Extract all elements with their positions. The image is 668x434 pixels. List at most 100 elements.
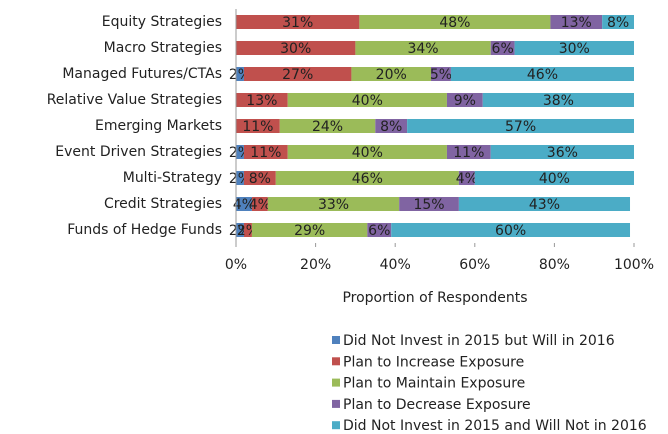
- bar-segment: [243, 223, 252, 237]
- data-label: 48%: [439, 15, 470, 31]
- category-label: Relative Value Strategies: [47, 92, 222, 108]
- legend-label: Plan to Decrease Exposure: [343, 397, 531, 413]
- legend-swatch: [332, 421, 340, 430]
- bar-segment: [236, 15, 360, 29]
- category-label: Equity Strategies: [102, 14, 222, 30]
- data-label: 30%: [280, 41, 311, 57]
- bar-segment: [287, 93, 447, 107]
- x-tick-label: 80%: [539, 257, 570, 273]
- data-label: 13%: [561, 15, 592, 31]
- x-tick-label: 60%: [459, 257, 490, 273]
- category-label: Managed Futures/CTAs: [62, 66, 222, 82]
- data-label: 46%: [352, 171, 383, 187]
- data-label: 9%: [454, 93, 476, 109]
- data-label: 4%: [456, 171, 478, 187]
- data-label: 27%: [282, 67, 313, 83]
- category-label: Event Driven Strategies: [55, 144, 222, 160]
- legend-label: Did Not Invest in 2015 but Will in 2016: [343, 333, 615, 349]
- bar-segment: [243, 67, 352, 81]
- data-label: 43%: [529, 197, 560, 213]
- bar-segment: [450, 67, 634, 81]
- data-label: 11%: [453, 145, 484, 161]
- category-label: Credit Strategies: [104, 196, 222, 212]
- bar-segment: [550, 15, 603, 29]
- data-label: 40%: [352, 145, 383, 161]
- x-axis-title: Proportion of Respondents: [342, 290, 527, 306]
- data-label: 30%: [559, 41, 590, 57]
- bar-segment: [490, 145, 634, 159]
- x-tick-label: 20%: [300, 257, 331, 273]
- data-label: 13%: [246, 93, 277, 109]
- data-label: 8%: [607, 15, 629, 31]
- bar-segment: [490, 41, 515, 55]
- data-label: 31%: [282, 15, 313, 31]
- data-label: 15%: [413, 197, 444, 213]
- data-label: 46%: [527, 67, 558, 83]
- data-label: 6%: [368, 223, 390, 239]
- data-label: 57%: [505, 119, 536, 135]
- bar-segment: [243, 145, 288, 159]
- data-label: 20%: [376, 67, 407, 83]
- data-label: 24%: [312, 119, 343, 135]
- legend-swatch: [332, 399, 340, 408]
- bar-segment: [279, 119, 376, 133]
- data-label: 4%: [233, 197, 255, 213]
- bar-segment: [236, 41, 356, 55]
- bar-segment: [243, 171, 276, 185]
- bar-segment: [236, 145, 244, 159]
- bar-segment: [458, 197, 631, 211]
- bar-segment: [431, 67, 451, 81]
- bar-segment: [602, 15, 634, 29]
- data-label: 11%: [250, 145, 281, 161]
- legend-swatch: [332, 336, 340, 344]
- data-label: 4%: [249, 197, 271, 213]
- bar-segment: [236, 93, 288, 107]
- data-label: 40%: [539, 171, 570, 187]
- data-label: 11%: [242, 119, 273, 135]
- category-label: Multi-Strategy: [123, 170, 222, 186]
- bar-segment: [251, 223, 368, 237]
- bar-segment: [514, 41, 634, 55]
- legend-label: Plan to Maintain Exposure: [343, 376, 525, 392]
- data-label: 36%: [547, 145, 578, 161]
- category-label: Emerging Markets: [95, 118, 222, 134]
- data-label: 6%: [492, 41, 514, 57]
- bar-segment: [482, 93, 634, 107]
- bar-segment: [267, 197, 400, 211]
- bar-segment: [399, 197, 459, 211]
- bar-segment: [367, 223, 392, 237]
- bar-segment: [446, 93, 483, 107]
- bar-segment: [359, 15, 551, 29]
- data-label: 8%: [380, 119, 402, 135]
- bar-segment: [351, 67, 432, 81]
- data-label: 5%: [430, 67, 452, 83]
- legend-label: Did Not Invest in 2015 and Will Not in 2…: [343, 418, 647, 434]
- x-tick-label: 40%: [380, 257, 411, 273]
- data-label: 60%: [495, 223, 526, 239]
- legend-swatch: [332, 357, 340, 366]
- bar-segment: [236, 223, 244, 237]
- bar-segment: [287, 145, 447, 159]
- category-label: Macro Strategies: [104, 40, 222, 56]
- bar-segment: [375, 119, 408, 133]
- bar-segment: [458, 171, 475, 185]
- data-label: 34%: [407, 41, 438, 57]
- x-tick-label: 100%: [614, 257, 654, 273]
- legend-label: Plan to Increase Exposure: [343, 354, 524, 370]
- bar-segment: [355, 41, 491, 55]
- data-label: 33%: [318, 197, 349, 213]
- legend-swatch: [332, 378, 340, 387]
- bar-segment: [236, 197, 252, 211]
- bar-segment: [236, 171, 244, 185]
- bar-segment: [251, 197, 268, 211]
- bar-segment: [236, 119, 280, 133]
- bar-segment: [446, 145, 491, 159]
- data-label: 40%: [352, 93, 383, 109]
- category-label: Funds of Hedge Funds: [67, 222, 222, 238]
- data-label: 38%: [543, 93, 574, 109]
- bar-segment: [236, 67, 244, 81]
- bar-segment: [407, 119, 634, 133]
- bar-segment: [391, 223, 631, 237]
- data-label: 8%: [249, 171, 271, 187]
